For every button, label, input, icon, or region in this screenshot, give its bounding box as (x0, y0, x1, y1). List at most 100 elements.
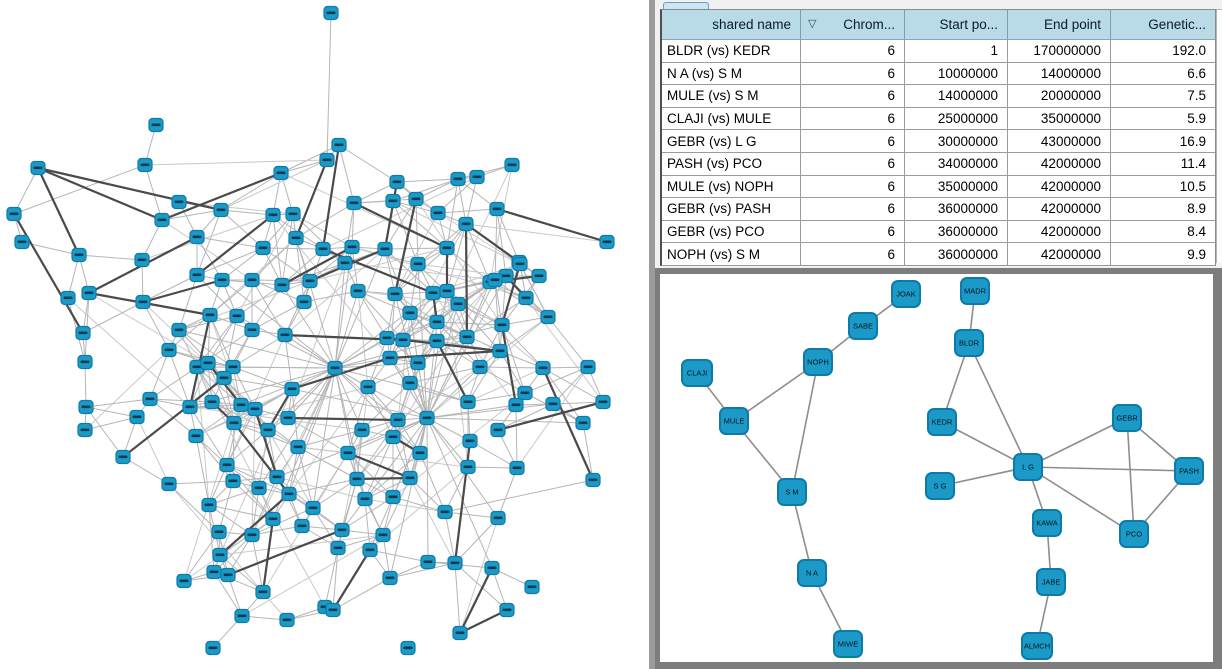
subnetwork-node[interactable]: JOAK (891, 280, 921, 308)
table-cell-value[interactable]: 36000000 (905, 198, 1008, 221)
subnetwork-node[interactable]: N A (797, 559, 827, 587)
table-cell-shared-name[interactable]: N A (vs) S M (662, 62, 801, 86)
network-node[interactable] (277, 327, 293, 343)
network-node[interactable] (260, 422, 276, 438)
network-node[interactable] (234, 608, 250, 624)
subnetwork-node-box[interactable] (1036, 568, 1066, 596)
network-node[interactable] (161, 342, 177, 358)
subnetwork-node-box[interactable] (803, 348, 833, 376)
network-node[interactable] (182, 399, 198, 415)
subnetwork-node[interactable]: S M (777, 478, 807, 506)
filter-icon[interactable]: ▽ (808, 18, 817, 30)
network-node[interactable] (490, 510, 506, 526)
network-node[interactable] (265, 511, 281, 527)
network-node[interactable] (30, 160, 46, 176)
network-node[interactable] (385, 489, 401, 505)
network-node[interactable] (81, 285, 97, 301)
network-node[interactable] (540, 309, 556, 325)
table-cell-shared-name[interactable]: GEBR (vs) L G (662, 130, 801, 153)
table-cell-shared-name[interactable]: PASH (vs) PCO (662, 152, 801, 176)
network-node[interactable] (319, 152, 335, 168)
network-node[interactable] (459, 329, 475, 345)
network-node[interactable] (419, 410, 435, 426)
network-node[interactable] (225, 359, 241, 375)
network-node[interactable] (400, 640, 416, 656)
subnetwork-node-box[interactable] (833, 630, 863, 658)
subnetwork-node-box[interactable] (1174, 457, 1204, 485)
subnetwork-node[interactable]: ALMCH (1021, 632, 1053, 660)
network-node[interactable] (225, 473, 241, 489)
network-node[interactable] (176, 573, 192, 589)
subnetwork-node-box[interactable] (1032, 509, 1062, 537)
network-node[interactable] (437, 504, 453, 520)
network-node[interactable] (201, 497, 217, 513)
network-node[interactable] (410, 355, 426, 371)
network-node[interactable] (469, 169, 485, 185)
network-node[interactable] (216, 370, 232, 386)
table-cell-value[interactable]: 9.9 (1111, 243, 1215, 266)
network-node[interactable] (212, 547, 228, 563)
network-node[interactable] (375, 527, 391, 543)
column-header-shared-name[interactable]: shared name (662, 10, 801, 40)
subnetwork-node[interactable]: KEDR (927, 408, 957, 436)
network-node[interactable] (360, 379, 376, 395)
network-node[interactable] (154, 212, 170, 228)
table-cell-shared-name[interactable]: MULE (vs) NOPH (662, 175, 801, 199)
network-node[interactable] (285, 206, 301, 222)
network-node[interactable] (323, 5, 339, 21)
network-node[interactable] (484, 560, 500, 576)
subnetwork-node-box[interactable] (797, 559, 827, 587)
network-node[interactable] (379, 330, 395, 346)
network-node[interactable] (518, 290, 534, 306)
network-node[interactable] (137, 157, 153, 173)
network-node[interactable] (452, 625, 468, 641)
network-node[interactable] (524, 579, 540, 595)
network-node[interactable] (78, 399, 94, 415)
table-cell-value[interactable]: 43000000 (1008, 130, 1111, 153)
network-node[interactable] (188, 428, 204, 444)
subnetwork-node[interactable]: NOPH (803, 348, 833, 376)
table-cell-value[interactable]: 170000000 (1008, 40, 1111, 63)
network-node[interactable] (450, 296, 466, 312)
table-cell-shared-name[interactable]: CLAJI (vs) MULE (662, 107, 801, 131)
table-cell-value[interactable]: 34000000 (905, 152, 1008, 176)
network-node[interactable] (265, 207, 281, 223)
network-node[interactable] (508, 397, 524, 413)
network-node[interactable] (255, 240, 271, 256)
network-node[interactable] (472, 359, 488, 375)
network-node[interactable] (349, 471, 365, 487)
network-node[interactable] (219, 457, 235, 473)
network-node[interactable] (229, 308, 245, 324)
table-cell-value[interactable]: 7.5 (1111, 85, 1215, 108)
network-node[interactable] (284, 381, 300, 397)
network-node[interactable] (213, 202, 229, 218)
network-node[interactable] (202, 307, 218, 323)
network-node[interactable] (171, 194, 187, 210)
table-tab[interactable] (663, 2, 709, 10)
network-node[interactable] (385, 193, 401, 209)
network-node[interactable] (395, 332, 411, 348)
network-node[interactable] (489, 201, 505, 217)
network-node[interactable] (269, 469, 285, 485)
subnetwork-node[interactable]: MIWE (833, 630, 863, 658)
network-node[interactable] (462, 433, 478, 449)
network-node[interactable] (129, 409, 145, 425)
subnetwork-node[interactable]: JABE (1036, 568, 1066, 596)
network-node[interactable] (142, 391, 158, 407)
column-header-chromosome[interactable]: ▽ Chrom... (801, 10, 905, 40)
network-node[interactable] (412, 445, 428, 461)
network-node[interactable] (599, 234, 615, 250)
network-node[interactable] (512, 256, 528, 272)
network-node[interactable] (439, 240, 455, 256)
network-node[interactable] (402, 305, 418, 321)
network-node[interactable] (244, 272, 260, 288)
network-node[interactable] (290, 439, 306, 455)
table-cell-shared-name[interactable]: BLDR (vs) KEDR (662, 40, 801, 63)
network-node[interactable] (294, 518, 310, 534)
table-cell-value[interactable]: 6 (801, 198, 905, 221)
network-node[interactable] (517, 385, 533, 401)
subnetwork-node[interactable]: MADR (960, 277, 990, 305)
network-node[interactable] (255, 584, 271, 600)
network-node[interactable] (509, 460, 525, 476)
network-node[interactable] (382, 570, 398, 586)
